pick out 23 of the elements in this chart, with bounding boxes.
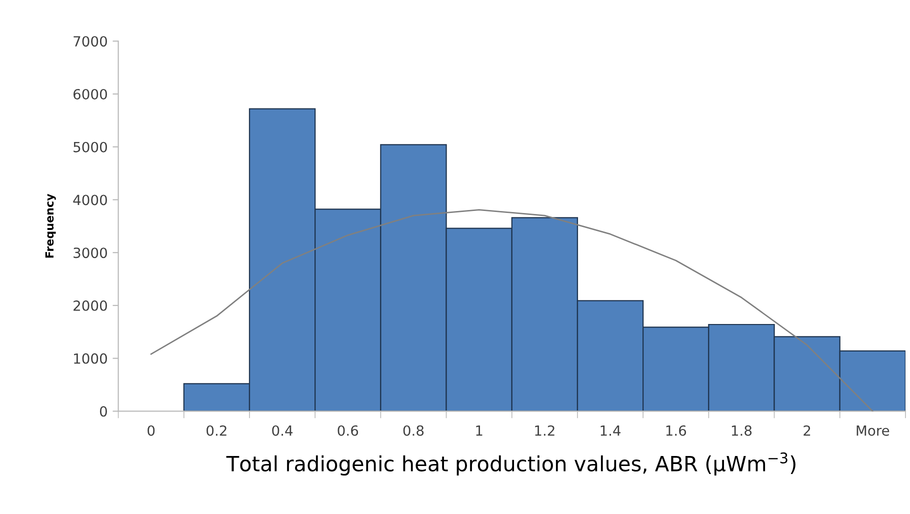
x-tick-label: 0 bbox=[148, 425, 155, 436]
y-tick-label: 3000 bbox=[74, 248, 107, 258]
x-tick-label: 1.2 bbox=[535, 425, 554, 436]
y-axis-title: Frequency bbox=[45, 194, 56, 258]
y-tick-label: 7000 bbox=[74, 36, 107, 47]
y-tick-label: 1000 bbox=[74, 353, 107, 364]
x-tick-label: 1.4 bbox=[600, 426, 621, 436]
y-tick-label: 4000 bbox=[73, 194, 107, 206]
x-tick-label: 0.6 bbox=[338, 425, 358, 436]
y-tick-label: 2000 bbox=[74, 300, 107, 311]
x-tick-label: 1.8 bbox=[732, 425, 752, 436]
y-tick-label: 0 bbox=[100, 406, 107, 417]
x-tick-label: More bbox=[856, 426, 890, 436]
x-tick-label: 2 bbox=[804, 425, 810, 436]
y-tick-label: 6000 bbox=[74, 88, 107, 100]
line-series bbox=[150, 209, 874, 412]
x-tick-label: 0.8 bbox=[403, 425, 424, 436]
x-tick-label: 1 bbox=[476, 426, 482, 436]
x-tick-label: 0.4 bbox=[272, 425, 293, 436]
y-tick-label: 5000 bbox=[74, 142, 107, 152]
x-axis-title: Total radiogenic heat production values, ABR (µWm$^{−3}$) bbox=[226, 452, 796, 476]
x-tick-label: 0.2 bbox=[206, 425, 226, 436]
x-tick-label: 1.6 bbox=[666, 425, 686, 436]
